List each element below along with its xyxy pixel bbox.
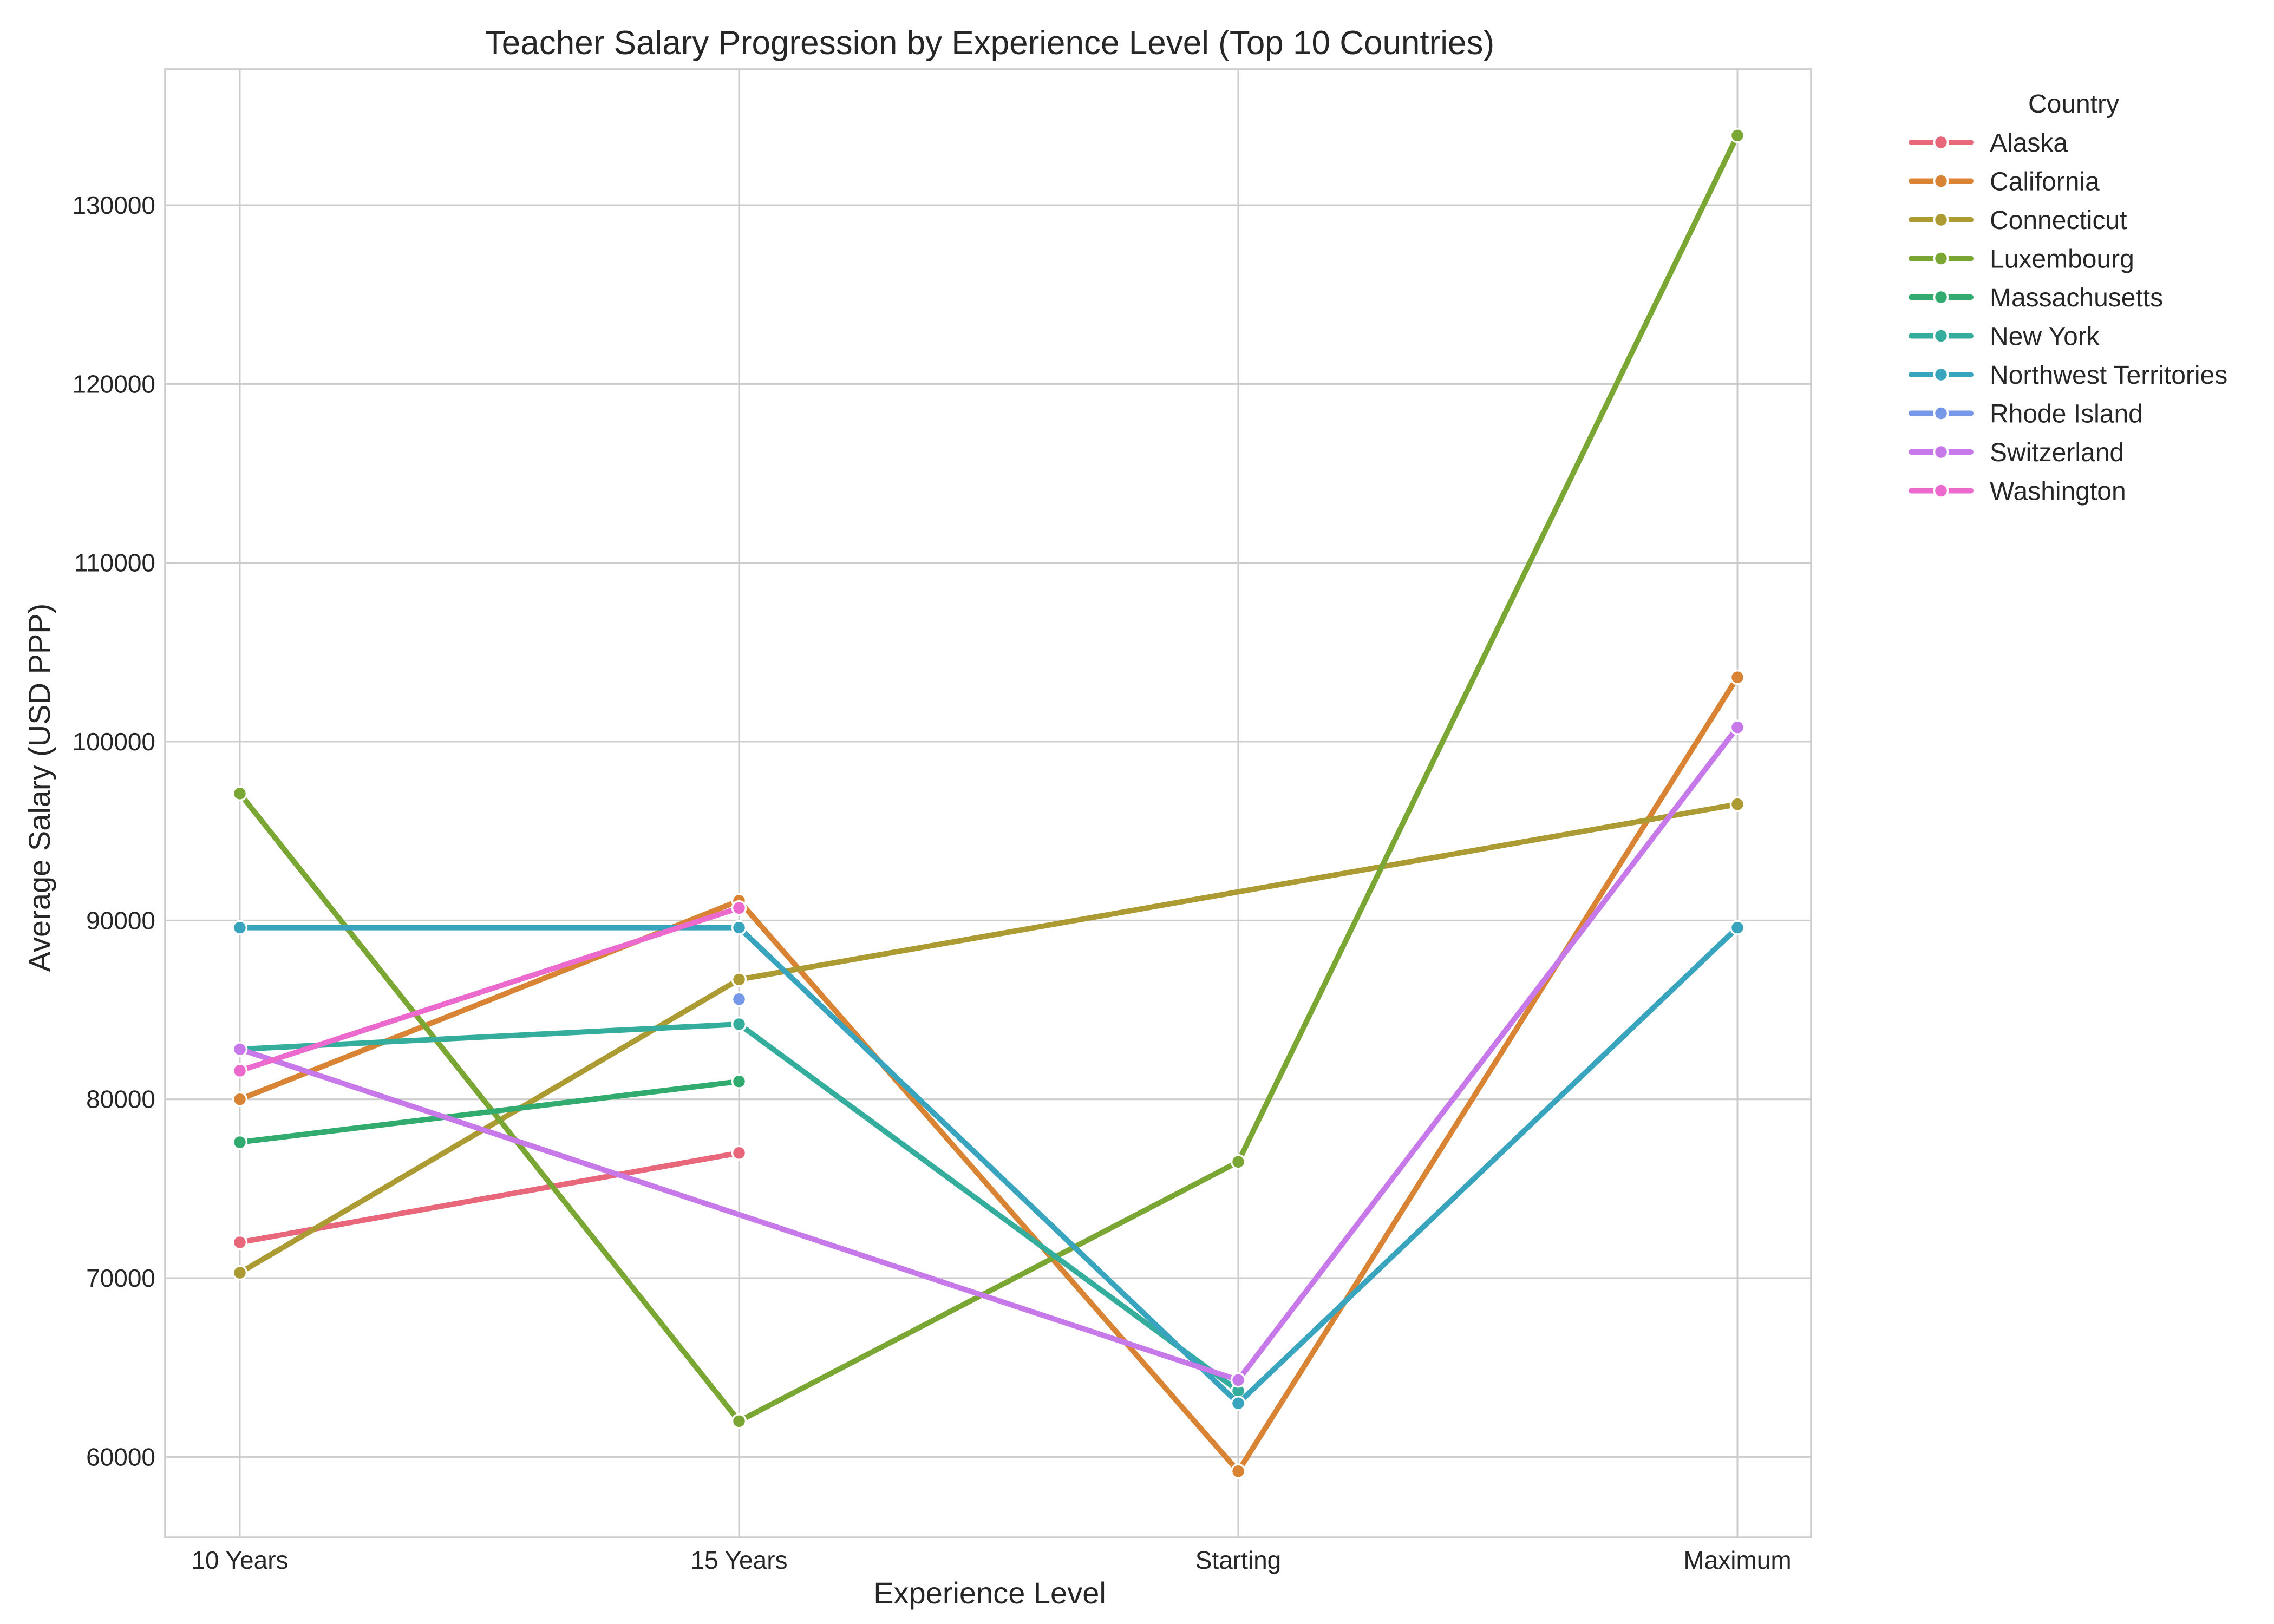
- legend-swatch-marker: [1933, 251, 1949, 266]
- plot-frame: [164, 68, 1812, 1538]
- y-tick-label: 100000: [73, 728, 156, 756]
- series-line: [237, 1078, 742, 1145]
- x-tick-label: Maximum: [1683, 1546, 1791, 1574]
- legend-label: California: [1990, 168, 2100, 197]
- series-luxembourg: [232, 127, 1746, 1429]
- legend-item: Luxembourg: [1909, 245, 2134, 274]
- series-line: [237, 675, 1740, 1474]
- y-tick-label: 70000: [86, 1264, 155, 1292]
- data-point: [1729, 719, 1746, 735]
- legend-item: Northwest Territories: [1909, 361, 2227, 390]
- legend-swatch-marker: [1933, 328, 1949, 344]
- data-point: [232, 1041, 248, 1057]
- legend-label: Northwest Territories: [1990, 361, 2227, 390]
- y-tick-label: 80000: [86, 1085, 155, 1114]
- legend-label: Switzerland: [1990, 438, 2124, 467]
- x-tick-label: 10 Years: [191, 1546, 288, 1574]
- data-point: [731, 1073, 747, 1089]
- series-line: [237, 905, 742, 1073]
- legend-label: Alaska: [1990, 129, 2068, 158]
- data-point: [1729, 796, 1746, 812]
- y-axis-label: Average Salary (USD PPP): [22, 604, 56, 972]
- y-tick-label: 110000: [74, 549, 155, 577]
- data-point: [232, 785, 248, 802]
- legend-item: Washington: [1909, 477, 2126, 506]
- y-tick-label: 120000: [73, 370, 156, 398]
- chart-title: Teacher Salary Progression by Experience…: [485, 24, 1494, 62]
- data-point: [1230, 1463, 1246, 1479]
- y-tick-label: 130000: [73, 191, 156, 219]
- series-alaska: [232, 1145, 747, 1250]
- data-point: [232, 1091, 248, 1107]
- legend-label: Rhode Island: [1990, 400, 2143, 429]
- legend-swatch-marker: [1933, 405, 1949, 421]
- legend-label: Luxembourg: [1990, 245, 2134, 274]
- legend-item: Alaska: [1909, 129, 2068, 158]
- legend-item: Massachusetts: [1909, 284, 2163, 312]
- data-point: [731, 1016, 747, 1032]
- data-point: [232, 1134, 248, 1150]
- legend-item: New York: [1909, 323, 2100, 351]
- series-rhode-island: [731, 991, 747, 1007]
- legend-item: Switzerland: [1909, 438, 2124, 467]
- data-point: [1230, 1372, 1246, 1388]
- data-point: [232, 1234, 248, 1250]
- legend-item: Rhode Island: [1909, 400, 2143, 429]
- x-tick-label: Starting: [1195, 1546, 1282, 1574]
- legend-label: New York: [1990, 323, 2100, 351]
- series-northwest-territories: [232, 920, 1746, 1411]
- data-point: [731, 1145, 747, 1161]
- series-washington: [232, 900, 747, 1079]
- series-connecticut: [232, 796, 1746, 1281]
- legend-item: Connecticut: [1909, 206, 2127, 235]
- series-line: [237, 1150, 742, 1245]
- series-line: [237, 133, 1740, 1424]
- data-point: [232, 920, 248, 935]
- data-point: [1729, 920, 1746, 935]
- legend-swatch-marker: [1933, 444, 1949, 460]
- data-point: [731, 972, 747, 987]
- y-tick-label: 90000: [86, 906, 155, 934]
- data-point: [232, 1063, 248, 1079]
- data-point: [731, 900, 747, 916]
- data-point: [731, 1413, 747, 1429]
- legend-label: Massachusetts: [1990, 284, 2163, 312]
- data-point: [1729, 669, 1746, 685]
- data-point: [1230, 1396, 1246, 1411]
- legend-item: California: [1909, 168, 2100, 197]
- legend-swatch-marker: [1933, 173, 1949, 189]
- x-tick-label: 15 Years: [690, 1546, 787, 1574]
- series-massachusetts: [232, 1073, 747, 1150]
- legend-swatch-marker: [1933, 212, 1949, 228]
- data-point: [1230, 1154, 1246, 1170]
- legend-label: Connecticut: [1990, 206, 2127, 235]
- legend-swatch-marker: [1933, 483, 1949, 499]
- legend-title: Country: [2028, 90, 2119, 119]
- x-axis-label: Experience Level: [873, 1576, 1106, 1610]
- legend-label: Washington: [1990, 477, 2126, 506]
- data-point: [232, 1265, 248, 1281]
- y-tick-label: 60000: [86, 1443, 155, 1471]
- data-point: [731, 991, 747, 1007]
- legend-swatch-marker: [1933, 289, 1949, 305]
- series-line: [237, 925, 1740, 1406]
- data-point: [731, 920, 747, 935]
- legend-swatch-marker: [1933, 134, 1949, 150]
- series-switzerland: [232, 719, 1746, 1388]
- legend-swatch-marker: [1933, 366, 1949, 383]
- data-point: [1729, 127, 1746, 143]
